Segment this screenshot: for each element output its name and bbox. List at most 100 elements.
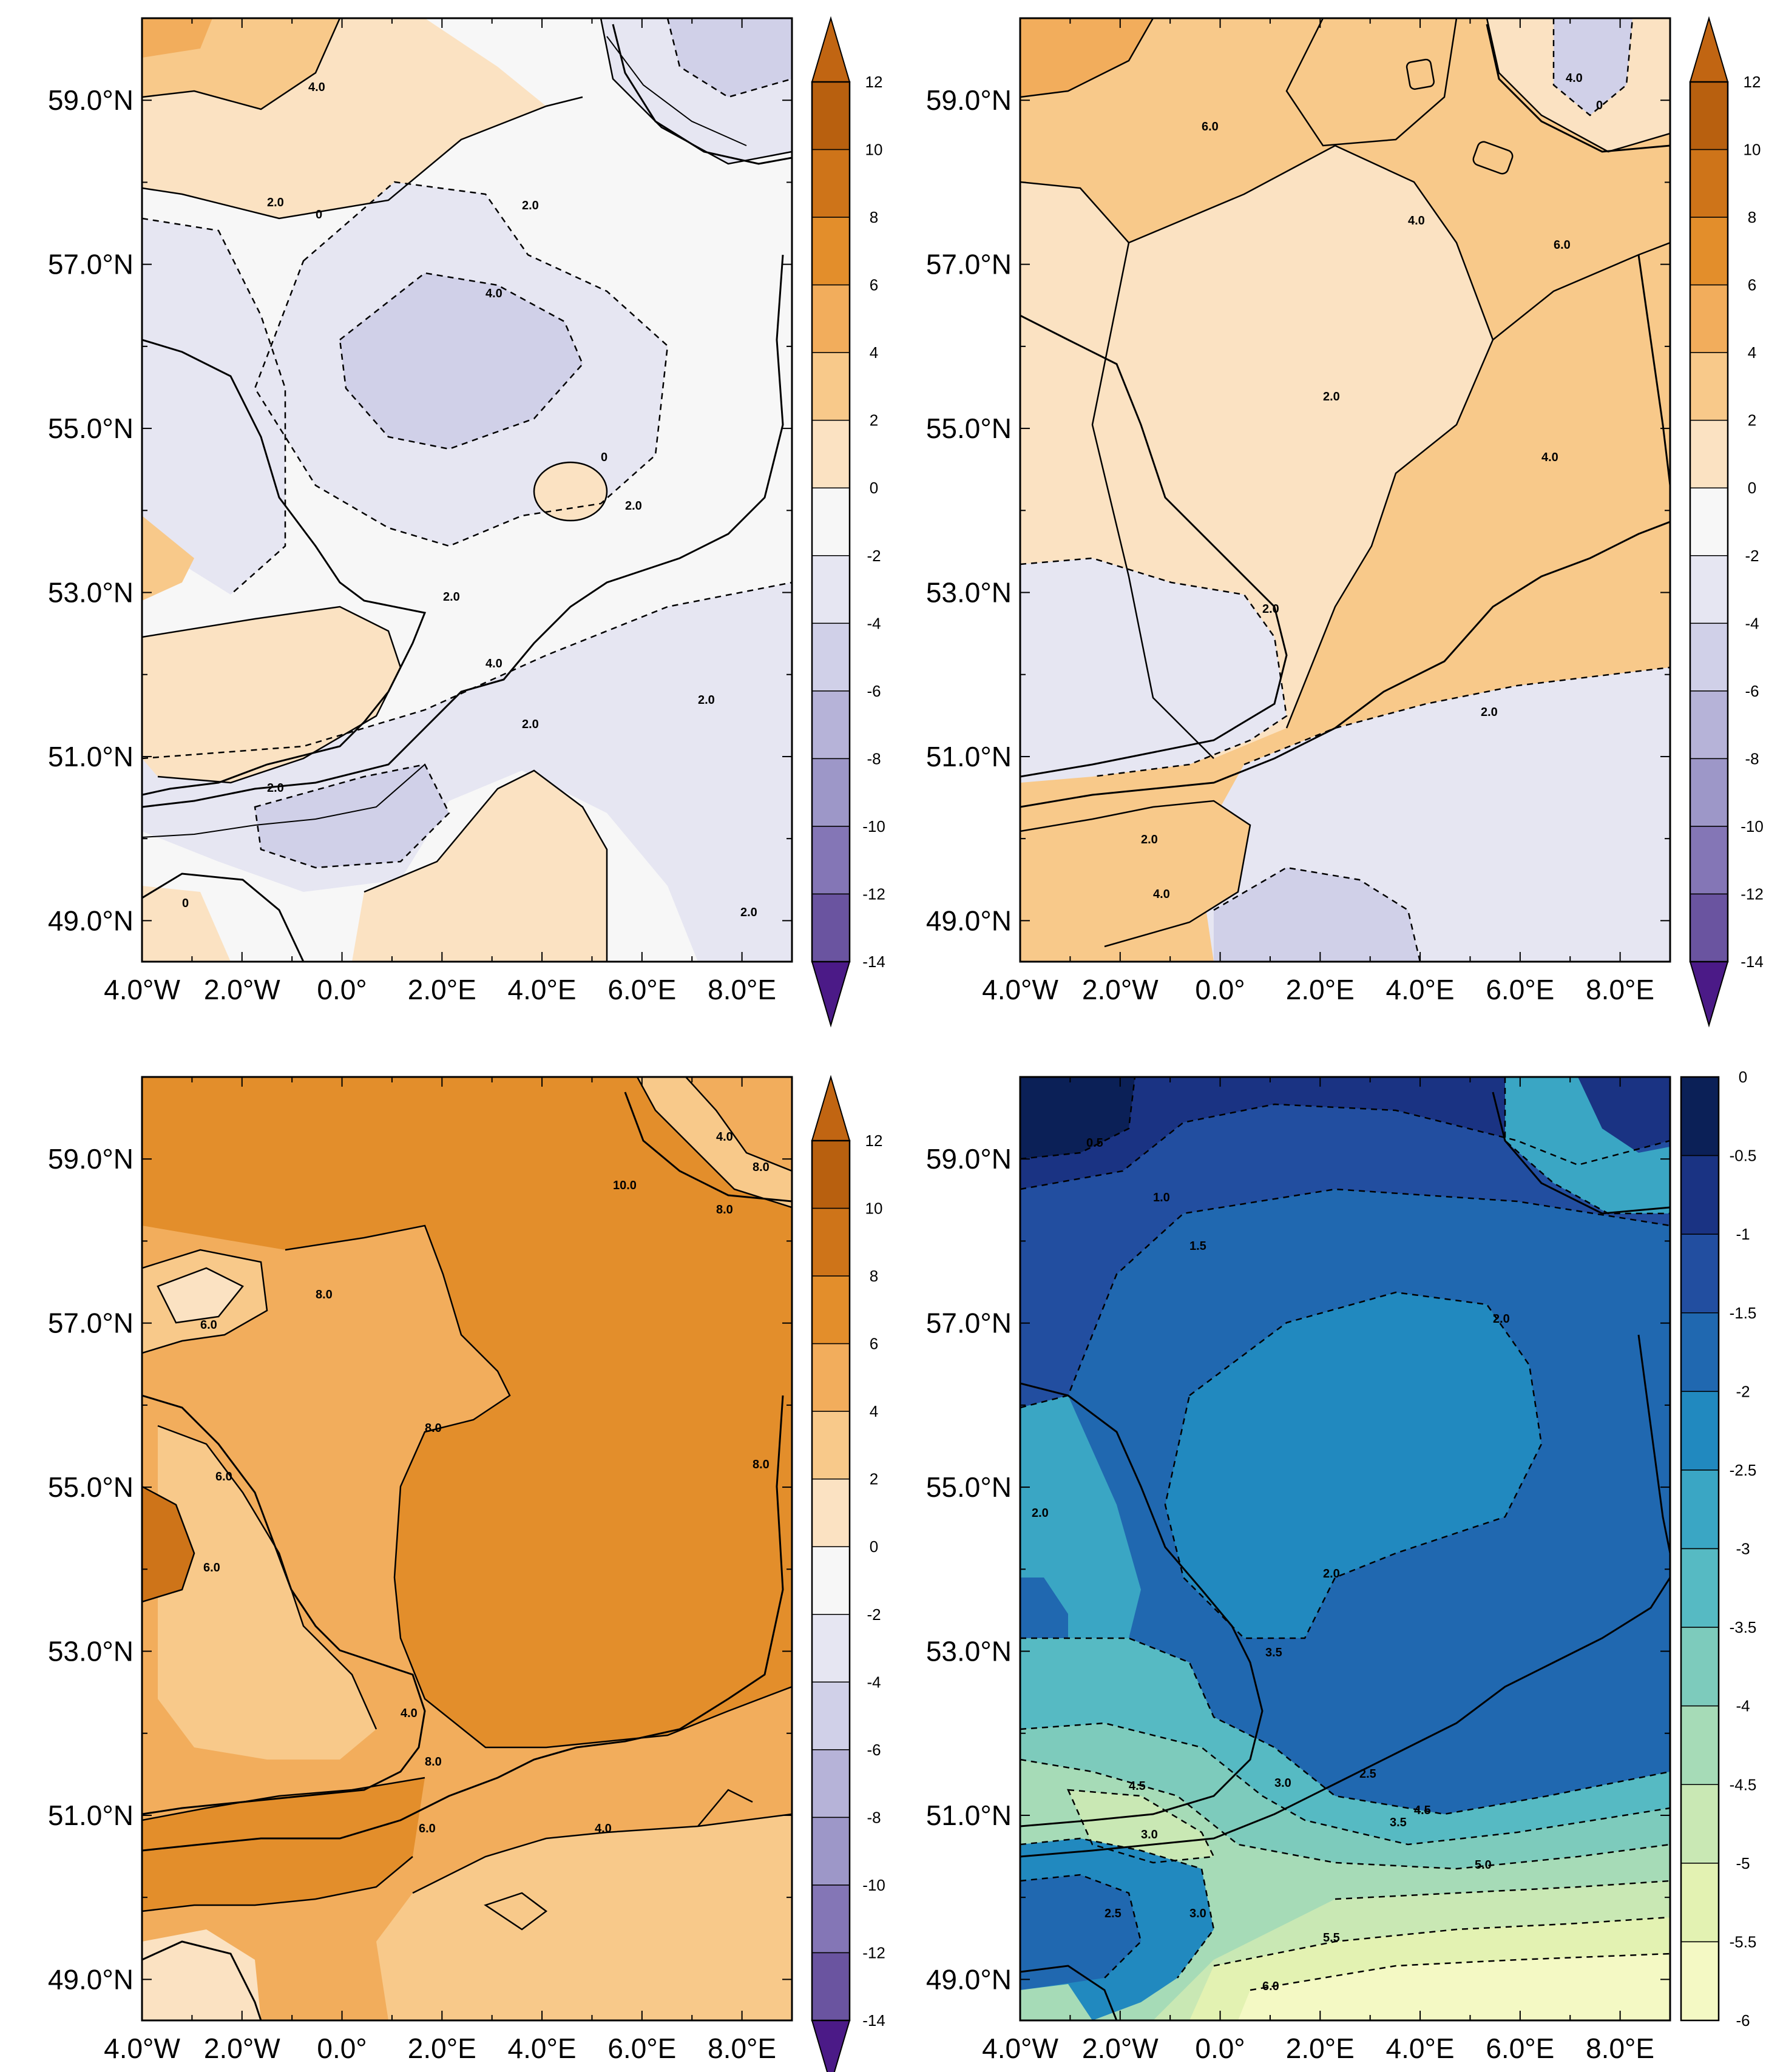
contour-label: 4.0 (485, 287, 502, 300)
lat-tick-label: 57.0°N (48, 249, 134, 280)
contour-label: 2.0 (698, 693, 715, 707)
colorbar-segment (811, 284, 850, 353)
colorbar-segment (1680, 1784, 1719, 1864)
colorbar-segment (811, 1546, 850, 1615)
lat-tick-label: 59.0°N (926, 1143, 1012, 1175)
colorbar-label: 8 (1748, 208, 1756, 226)
colorbar-segment (811, 826, 850, 895)
lon-tick-label: 4.0°E (1386, 2033, 1455, 2064)
contour-labels-bottom-left: 4.0 10.0 8.0 8.0 6.0 8.0 6.0 8.0 6.0 8.0… (200, 1130, 770, 1835)
contour-label: 3.0 (1274, 1777, 1291, 1790)
colorbar-label: -10 (1741, 817, 1764, 835)
colorbar-label: -8 (867, 749, 881, 768)
colorbar-top-arrow (811, 16, 851, 83)
colorbar-segment (1690, 217, 1728, 286)
contour-label: 6.0 (215, 1470, 232, 1483)
colorbar-segment (1690, 284, 1728, 353)
map-fields-top-right (1020, 18, 1670, 962)
contour-label: 8.0 (716, 1203, 733, 1217)
lon-tick-label: 2.0°E (1286, 974, 1355, 1005)
contour-label: 10.0 (613, 1179, 637, 1192)
contour-label: 2.0 (625, 499, 642, 513)
contour-label: 6.0 (200, 1318, 217, 1332)
colorbar-segment (1680, 1863, 1719, 1943)
lat-tick-label: 55.0°N (48, 1471, 134, 1503)
colorbar-label: 2 (870, 411, 878, 430)
colorbar-label: 8 (870, 1267, 878, 1285)
lat-tick-label: 51.0°N (48, 1800, 134, 1831)
colorbar-segment (1680, 1941, 1719, 2021)
colorbar-label: -2 (867, 547, 881, 565)
lat-tick-label: 55.0°N (48, 413, 134, 444)
lon-tick-label: 6.0°E (607, 974, 676, 1005)
lon-tick-label: 6.0°E (607, 2033, 676, 2064)
contour-label: 4.0 (308, 81, 325, 94)
panel-bottom-right: 0.5 1.0 1.5 2.0 2.0 2.0 3.5 4.5 3.0 2.5 … (1019, 1076, 1671, 2022)
colorbar-segment (811, 1207, 850, 1277)
colorbar-label: -5 (1736, 1854, 1750, 1872)
colorbar-segment (811, 1478, 850, 1547)
colorbar-label: 0 (870, 1537, 878, 1556)
lat-tick-label: 57.0°N (926, 1308, 1012, 1339)
lon-tick-label: 6.0°E (1486, 2033, 1554, 2064)
contour-label: 4.0 (1566, 72, 1583, 85)
colorbar-segment (811, 690, 850, 760)
contour-label: 1.0 (1153, 1191, 1170, 1204)
colorbar-segment (1680, 1155, 1719, 1235)
colorbar-top-left: 12 10 8 6 4 2 0 -2 -4 -6 -8 -10 -12 -14 (811, 16, 885, 1028)
colorbar-label: 0 (1739, 1068, 1747, 1086)
colorbar-top-right: 12 10 8 6 4 2 0 -2 -4 -6 -8 -10 -12 -14 (1689, 16, 1764, 1028)
contour-label: 0 (316, 208, 322, 221)
colorbar-label: -12 (1741, 885, 1764, 903)
lon-tick-label: 4.0°E (1386, 974, 1455, 1005)
colorbar-segment (811, 1614, 850, 1683)
colorbar-segment (1690, 352, 1728, 421)
lon-tick-label: 0.0° (1195, 2033, 1245, 2064)
map-frame (1019, 17, 1671, 963)
lon-tick-label: 2.0°E (408, 2033, 476, 2064)
lon-tick-label: 4.0°E (508, 974, 577, 1005)
colorbar-label: 6 (870, 276, 878, 294)
colorbar-segment (1680, 1627, 1719, 1707)
colorbar-label: 4 (870, 343, 878, 362)
lat-tick-label: 49.0°N (926, 905, 1012, 936)
colorbar-segment (811, 623, 850, 692)
map-frame (1019, 1076, 1671, 2022)
lat-tick-label: 55.0°N (926, 1471, 1012, 1503)
colorbar-label: -6 (867, 682, 881, 700)
colorbar-segment (811, 1140, 850, 1209)
colorbar-segment (811, 419, 850, 488)
colorbar-label: 0 (1748, 479, 1756, 497)
colorbar-segment (1680, 1233, 1719, 1314)
lat-tick-label: 53.0°N (48, 1636, 134, 1667)
lon-tick-label: 2.0°W (1082, 974, 1159, 1005)
contour-label: 2.0 (267, 781, 284, 795)
contour-label: 2.0 (1141, 833, 1158, 846)
colorbar-bottom-left: 12 10 8 6 4 2 0 -2 -4 -6 -8 -10 -12 -14 (811, 1075, 885, 2072)
colorbar-label: -4 (867, 614, 881, 632)
lat-tick-label: 53.0°N (48, 577, 134, 609)
colorbar-label: -2 (1736, 1382, 1750, 1400)
colorbar-label: -12 (862, 885, 885, 903)
colorbar-label: -10 (862, 1876, 885, 1894)
colorbar-label: -2.5 (1730, 1461, 1757, 1479)
axes-layer: 59.0°N 57.0°N 55.0°N 53.0°N 51.0°N 49.0°N 4.0°… (48, 18, 1671, 2064)
contour-label: 0 (601, 451, 607, 464)
lon-tick-label: 0.0° (317, 974, 367, 1005)
lat-tick-label: 49.0°N (48, 1963, 134, 1995)
contour-label: 8.0 (753, 1458, 770, 1471)
colorbar-segment (811, 893, 850, 962)
lon-tick-label: 4.0°E (508, 2033, 577, 2064)
contour-label: 8.0 (316, 1288, 333, 1301)
panel-top-right: 6.0 4.0 0 4.0 6.0 2.0 4.0 2.0 2.0 2.0 4.… (1019, 17, 1671, 963)
lat-tick-label: 59.0°N (48, 84, 134, 116)
contour-label: 2.0 (1493, 1312, 1510, 1326)
contour-label: 4.0 (1153, 888, 1170, 901)
contour-label: 0 (1596, 99, 1603, 112)
contour-label: 4.0 (1408, 214, 1425, 228)
contour-label: 3.0 (1141, 1828, 1158, 1841)
lat-tick-label: 51.0°N (926, 1800, 1012, 1831)
contour-label: 2.0 (1032, 1507, 1049, 1520)
contour-label: 2.5 (1105, 1907, 1122, 1920)
contour-label: 6.0 (1202, 120, 1219, 133)
